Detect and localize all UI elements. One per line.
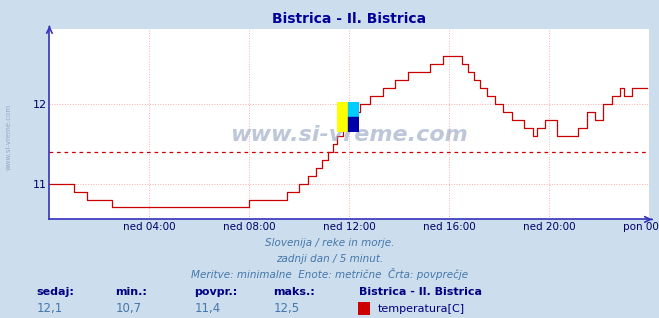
Text: min.:: min.: (115, 287, 147, 297)
Text: www.si-vreme.com: www.si-vreme.com (231, 126, 468, 145)
Text: temperatura[C]: temperatura[C] (378, 304, 465, 314)
Text: www.si-vreme.com: www.si-vreme.com (5, 104, 12, 170)
Polygon shape (348, 102, 358, 117)
Text: maks.:: maks.: (273, 287, 315, 297)
Text: 11,4: 11,4 (194, 302, 221, 315)
Text: 12,5: 12,5 (273, 302, 300, 315)
Text: Meritve: minimalne  Enote: metrične  Črta: povprečje: Meritve: minimalne Enote: metrične Črta:… (191, 268, 468, 280)
Text: 12,1: 12,1 (36, 302, 63, 315)
Text: Slovenija / reke in morje.: Slovenija / reke in morje. (265, 238, 394, 248)
Text: sedaj:: sedaj: (36, 287, 74, 297)
Title: Bistrica - Il. Bistrica: Bistrica - Il. Bistrica (272, 12, 426, 26)
Text: 10,7: 10,7 (115, 302, 142, 315)
Text: Bistrica - Il. Bistrica: Bistrica - Il. Bistrica (359, 287, 482, 297)
Polygon shape (348, 117, 358, 132)
Polygon shape (337, 102, 348, 132)
Text: zadnji dan / 5 minut.: zadnji dan / 5 minut. (276, 254, 383, 264)
Text: povpr.:: povpr.: (194, 287, 238, 297)
